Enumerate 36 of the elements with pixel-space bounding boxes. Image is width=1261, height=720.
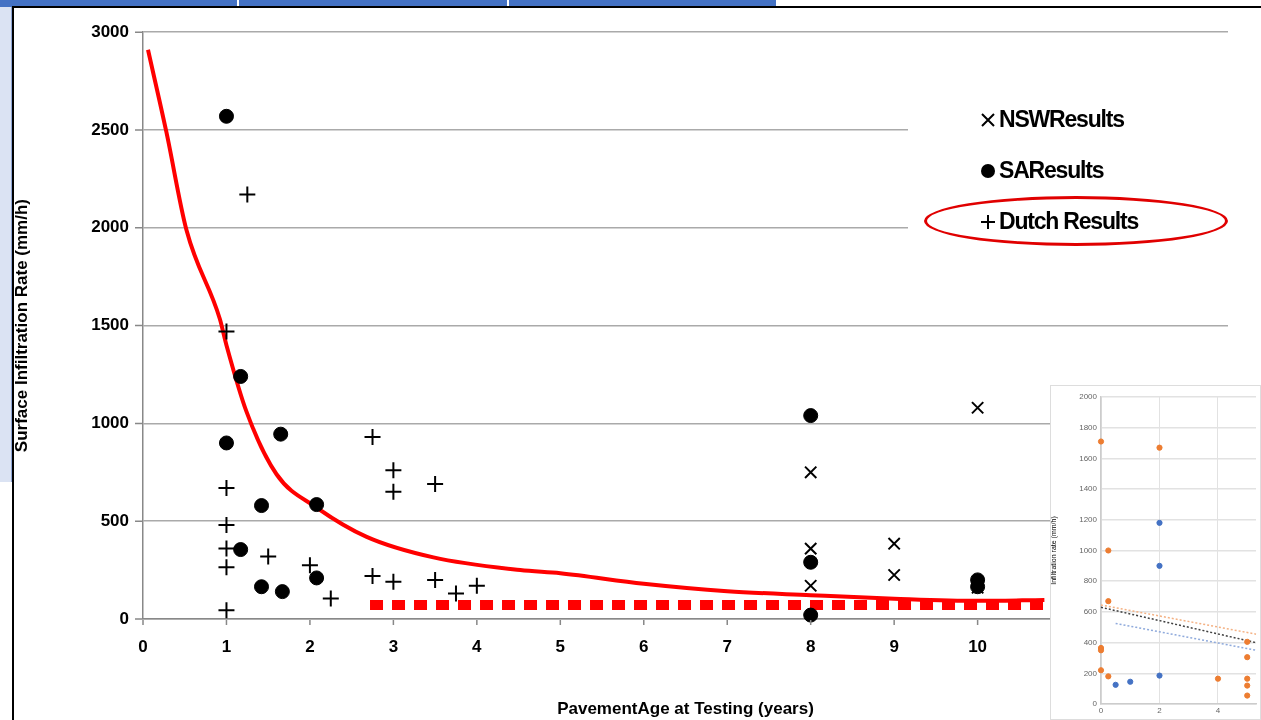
- y-axis-title: Surface Infiltration Rate (mm/h): [11, 199, 31, 453]
- x-tick-label: 9: [889, 636, 899, 656]
- y-tick-label: 1800: [1079, 422, 1098, 432]
- y-tick-label: 500: [100, 510, 129, 530]
- x-tick-label: 10: [968, 636, 988, 656]
- x-tick-label: 7: [722, 636, 732, 656]
- y-tick-label: 600: [1083, 607, 1098, 617]
- y-tick-label: 2000: [1079, 392, 1098, 402]
- y-tick-label: 400: [1083, 637, 1098, 647]
- y-tick-label: 800: [1083, 576, 1098, 586]
- y-tick-label: 1400: [1079, 484, 1098, 494]
- x-tick-label: 4: [1215, 706, 1221, 715]
- y-tick-label: 3000: [91, 21, 129, 41]
- x-tick-label: 0: [138, 636, 148, 656]
- x-tick-label: 5: [555, 636, 566, 656]
- y-tick-label: 0: [119, 608, 129, 628]
- legend-label: SAResults: [999, 157, 1104, 184]
- x-axis-title: PavementAge at Testing (years): [557, 699, 814, 719]
- x-tick-label: 1: [221, 636, 232, 656]
- y-tick-label: 1000: [1079, 545, 1098, 555]
- x-tick-label: 6: [639, 636, 649, 656]
- y-tick-label: 2000: [91, 217, 129, 237]
- y-tick-label: 1600: [1079, 453, 1098, 463]
- legend-label: Dutch Results: [999, 208, 1139, 235]
- y-tick-label: 200: [1083, 668, 1098, 678]
- y-tick-label: 2500: [91, 119, 129, 139]
- x-tick-label: 3: [388, 636, 399, 656]
- x-tick-label: 8: [805, 636, 816, 656]
- y-tick-label: 1500: [91, 315, 129, 335]
- y-tick-label: 1000: [91, 413, 129, 433]
- legend-label: NSWResults: [999, 106, 1124, 133]
- x-tick-label: 2: [1157, 706, 1163, 715]
- x-tick-label: 0: [1098, 706, 1104, 715]
- x-tick-label: 4: [472, 636, 483, 656]
- y-tick-label: 1200: [1079, 515, 1098, 524]
- x-tick-label: 2: [305, 636, 315, 656]
